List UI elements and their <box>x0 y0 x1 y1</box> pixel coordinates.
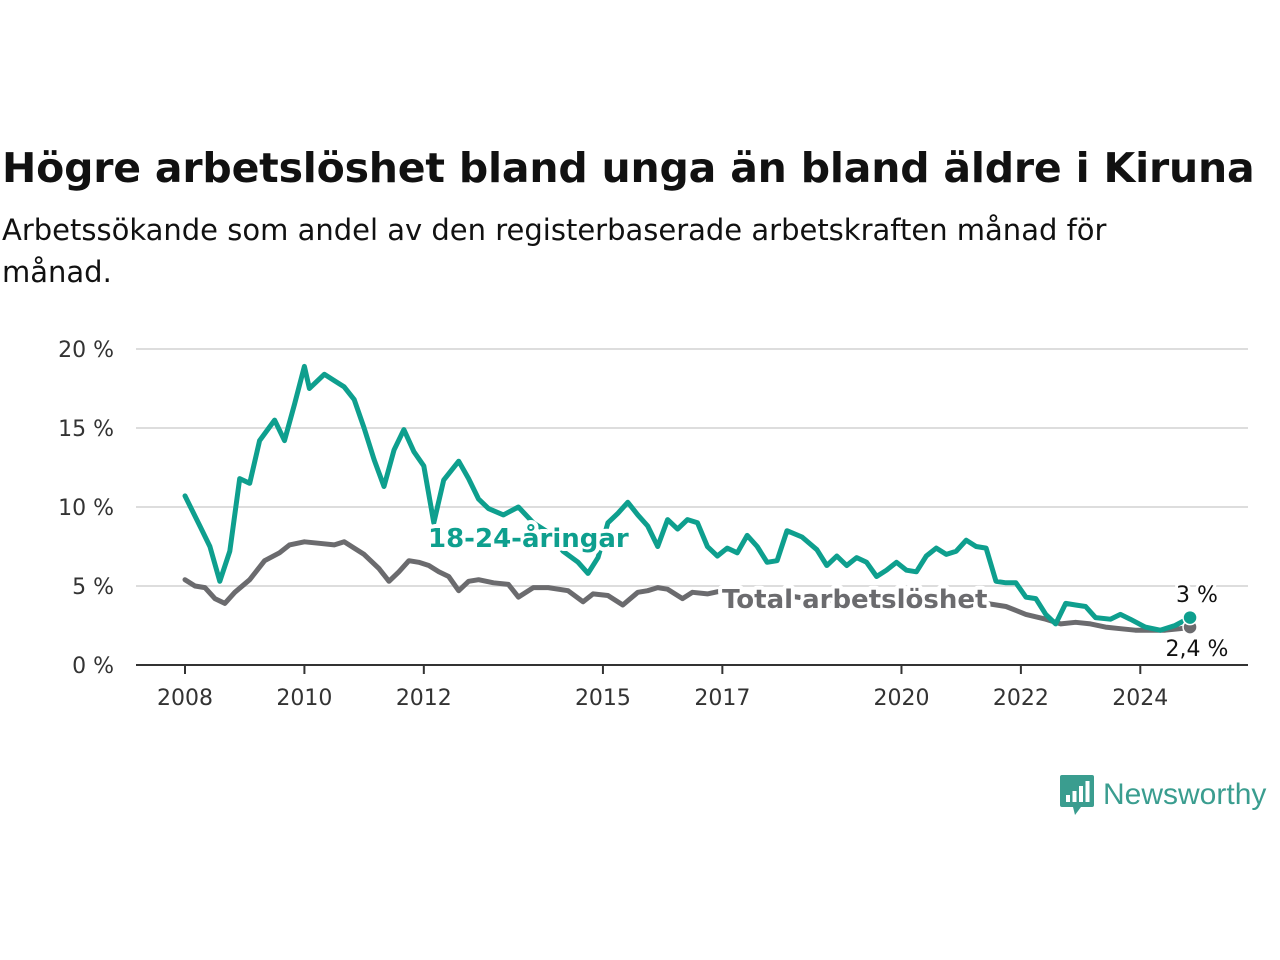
series-line-total <box>182 539 1193 633</box>
newsworthy-logo: Newsworthy <box>1059 773 1266 817</box>
newsworthy-logo-icon <box>1060 775 1094 815</box>
y-tick-label: 0 % <box>72 654 114 679</box>
series-label-total: Total arbetslöshet <box>722 585 987 615</box>
x-tick-label: 2012 <box>396 686 452 711</box>
endpoint-youth <box>1182 609 1198 626</box>
x-tick-label: 2020 <box>873 686 929 711</box>
end-label-total: 2,4 % <box>1166 637 1229 662</box>
y-tick-label: 5 % <box>72 575 114 600</box>
y-tick-label: 10 % <box>58 496 114 521</box>
y-tick-label: 15 % <box>58 417 114 442</box>
chart-subtitle: Arbetssökande som andel av den registerb… <box>2 213 1107 289</box>
series-line-youth <box>182 363 1193 633</box>
x-tick-label: 2008 <box>157 686 213 711</box>
series-label-youth: 18-24-åringar <box>428 522 629 554</box>
chart-title: Högre arbetslöshet bland unga än bland ä… <box>2 144 1255 192</box>
x-tick-label: 2024 <box>1112 686 1168 711</box>
x-tick-label: 2022 <box>993 686 1049 711</box>
x-tick-label: 2017 <box>694 686 750 711</box>
x-tick-label: 2010 <box>276 686 332 711</box>
y-tick-label: 20 % <box>58 338 114 363</box>
end-label-youth: 3 % <box>1176 583 1218 608</box>
brand-name: Newsworthy <box>1103 778 1267 811</box>
x-tick-label: 2015 <box>575 686 631 711</box>
